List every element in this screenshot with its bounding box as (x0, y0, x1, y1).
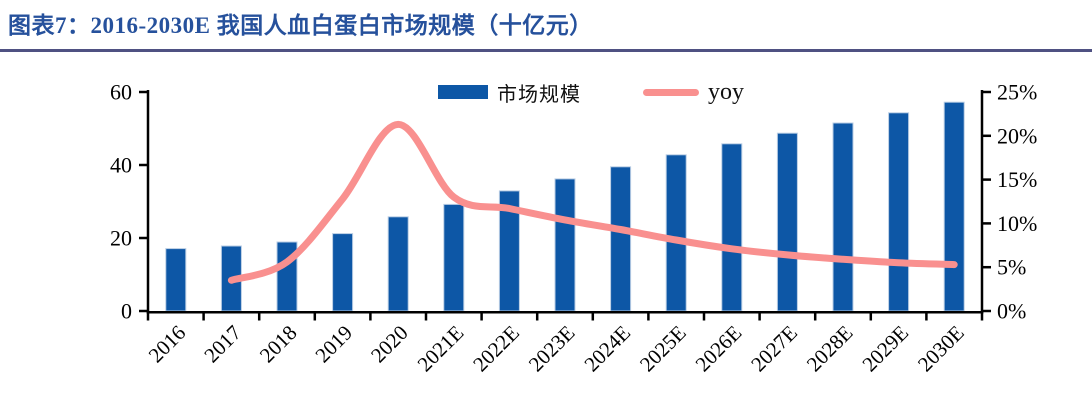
legend-item-market-size: 市场规模 (438, 78, 581, 107)
bar-2016 (165, 248, 187, 312)
left-axis-tick-label: 60 (110, 80, 132, 105)
x-axis-tick-label: 2028E (802, 321, 858, 377)
left-axis-tick-label: 0 (121, 299, 132, 324)
chart-legend: 市场规模 yoy (438, 79, 744, 106)
bar-2020 (387, 216, 409, 312)
right-axis-tick-label: 25% (997, 80, 1037, 105)
bar-2029E (888, 112, 910, 312)
x-axis-tick-label: 2016 (144, 321, 191, 368)
market-size-legend-swatch (438, 85, 488, 99)
left-axis-tick-label: 40 (110, 153, 132, 178)
axes (139, 90, 991, 321)
x-axis-tick-label: 2027E (746, 321, 802, 377)
x-axis-tick-label: 2018 (255, 321, 302, 368)
bar-2024E (610, 166, 632, 312)
bar-2028E (832, 122, 854, 312)
market-size-bars (165, 101, 965, 312)
x-axis-tick-label: 2030E (913, 321, 969, 377)
title-separator-rule (0, 49, 1092, 52)
market-size-legend-label: 市场规模 (497, 83, 581, 106)
x-axis-tick-label: 2021E (413, 321, 469, 377)
right-axis-tick-label: 20% (997, 123, 1037, 148)
bar-2030E (943, 101, 965, 312)
x-axis-tick-label: 2029E (857, 321, 913, 377)
right-axis-tick-label: 0% (997, 299, 1026, 324)
x-axis-tick-label: 2023E (524, 321, 580, 377)
left-axis-tick-label: 20 (110, 226, 132, 251)
x-axis-tick-label: 2017 (199, 321, 246, 368)
bar-2019 (332, 233, 354, 312)
x-axis-tick-label: 2019 (310, 321, 357, 368)
x-axis-tick-label: 2024E (579, 321, 635, 377)
chart-title: 图表7：2016-2030E 我国人血白蛋白市场规模（十亿元） (8, 13, 593, 38)
yoy-legend-swatch (643, 88, 699, 96)
x-axis-tick-label: 2020 (366, 321, 413, 368)
right-axis-tick-label: 5% (997, 255, 1026, 280)
right-axis-tick-label: 15% (997, 167, 1037, 192)
legend-item-yoy: yoy (643, 79, 744, 106)
bar-2023E (554, 178, 576, 312)
yoy-line (227, 120, 958, 284)
yoy-legend-label: yoy (708, 78, 744, 105)
bar-2027E (776, 132, 798, 312)
bar-2025E (665, 154, 687, 312)
bar-2021E (443, 203, 465, 312)
x-axis-tick-label: 2026E (691, 321, 747, 377)
x-axis-tick-label: 2025E (635, 321, 691, 377)
x-axis-tick-label: 2022E (468, 321, 524, 377)
right-axis-tick-label: 10% (997, 211, 1037, 236)
bar-2026E (721, 143, 743, 312)
